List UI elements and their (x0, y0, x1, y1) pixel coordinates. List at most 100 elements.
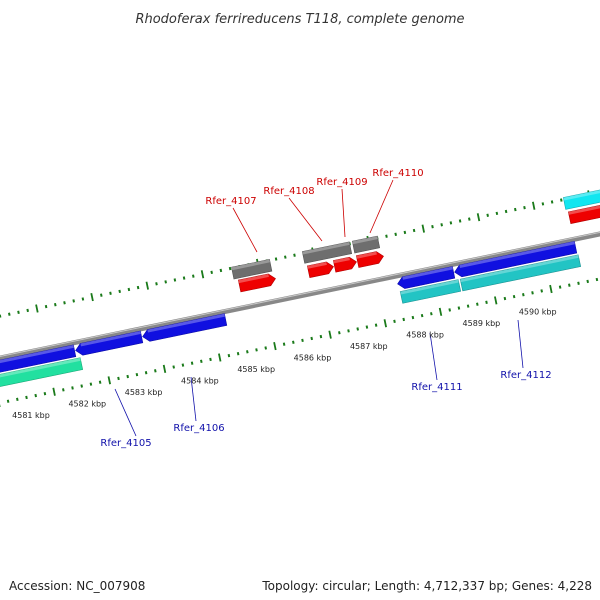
gene-label-rfer-4108[interactable]: Rfer_4108 (263, 186, 314, 197)
gene-feature-rfer-4108[interactable] (306, 261, 334, 278)
scale-tick (136, 285, 140, 290)
scale-tick (71, 386, 74, 390)
scale-tick (374, 323, 378, 327)
scale-tick (255, 348, 258, 352)
gene-feature-rfer-4112[interactable] (454, 240, 578, 278)
scale-tick (466, 304, 470, 308)
scale-label: 4582 kbp (68, 400, 106, 409)
scale-tick (347, 329, 350, 333)
scale-tick (81, 297, 85, 301)
gene-label-rfer-4107[interactable]: Rfer_4107 (205, 196, 256, 207)
accession-text: Accession: NC_007908 (9, 579, 146, 593)
scale-tick (486, 213, 489, 217)
scale-tick (540, 289, 543, 293)
scale-tick (293, 253, 296, 257)
scale-tick (52, 387, 56, 396)
scale-label: 4586 kbp (294, 354, 332, 363)
label-leader-line (232, 207, 258, 253)
scale-tick (549, 284, 553, 294)
scale-tick (560, 198, 563, 202)
scale-tick (164, 280, 167, 284)
scale-tick (63, 301, 66, 305)
gene-feature-rfer-4110[interactable] (355, 251, 384, 268)
scale-tick (172, 365, 175, 369)
scale-tick (117, 376, 120, 381)
backbone-line (0, 231, 600, 361)
gene-feature-rfer-4109[interactable] (332, 256, 357, 273)
reverse-cds-feature[interactable] (0, 357, 84, 388)
scale-tick (421, 224, 425, 233)
scale-tick (107, 376, 112, 385)
scale-label: 4587 kbp (350, 342, 388, 351)
scale-tick (412, 228, 416, 233)
scale-label: 4585 kbp (237, 365, 275, 374)
scale-tick (383, 319, 388, 328)
scale-tick (8, 312, 11, 316)
scale-tick (127, 287, 131, 292)
gene-feature-rfer-4106[interactable] (142, 313, 228, 342)
gene-feature[interactable] (567, 205, 600, 224)
label-leader-line (114, 388, 137, 437)
scale-tick (228, 266, 232, 271)
scale-tick (476, 213, 481, 222)
gene-label-rfer-4106[interactable]: Rfer_4106 (173, 423, 224, 434)
forward-cds-feature[interactable] (351, 235, 381, 254)
scale-tick (595, 277, 599, 282)
scale-tick (43, 391, 47, 396)
gene-label-rfer-4112[interactable]: Rfer_4112 (500, 370, 551, 381)
gene-feature-rfer-4107[interactable] (237, 273, 276, 293)
scale-tick (522, 293, 525, 297)
scale-tick (155, 282, 158, 286)
scale-label: 4588 kbp (406, 331, 444, 340)
gene-label-rfer-4110[interactable]: Rfer_4110 (372, 168, 423, 179)
scale-tick (411, 315, 415, 320)
scale-tick (430, 312, 433, 316)
scale-tick (6, 399, 10, 403)
scale-tick (514, 207, 517, 212)
gene-label-rfer-4109[interactable]: Rfer_4109 (316, 177, 367, 188)
scale-tick (531, 291, 534, 295)
label-leaders (114, 179, 524, 437)
gene-label-rfer-4111[interactable]: Rfer_4111 (411, 382, 462, 393)
scale-tick (301, 338, 304, 343)
scale-tick (495, 211, 499, 216)
scale-tick (181, 363, 185, 367)
scale-tick (282, 342, 286, 346)
gene-feature-rfer-4105[interactable] (75, 330, 144, 356)
scale-tick (100, 293, 103, 297)
label-leader-line (341, 188, 346, 238)
scale-tick (190, 361, 194, 365)
scale-tick (17, 310, 20, 314)
scale-tick (274, 257, 278, 261)
scale-tick (218, 353, 222, 362)
forward-cds-feature[interactable] (562, 189, 600, 210)
scale-tick (558, 285, 562, 289)
label-leader-line (190, 376, 197, 422)
scale-tick (338, 331, 341, 335)
feature-track (0, 189, 600, 387)
forward-cds-feature[interactable] (301, 241, 353, 264)
scale-tick (448, 308, 451, 312)
scale-tick (35, 304, 39, 313)
reverse-cds-feature[interactable] (399, 279, 462, 304)
scale-tick (264, 346, 267, 350)
scale-tick (485, 300, 488, 304)
scale-tick (292, 340, 295, 344)
gene-label-rfer-4105[interactable]: Rfer_4105 (100, 438, 151, 449)
scale-label: 4583 kbp (125, 388, 163, 397)
scale-tick (145, 281, 149, 290)
forward-cds-feature[interactable] (231, 259, 273, 280)
scale-label: 4581 kbp (12, 411, 50, 420)
gene-feature[interactable] (0, 344, 77, 373)
scale-tick (209, 357, 212, 362)
scale-tick (512, 294, 516, 299)
scale-tick (420, 313, 424, 318)
scale-tick (144, 371, 148, 375)
scale-tick (16, 397, 19, 402)
scale-tick (154, 369, 157, 373)
scale-tick (431, 225, 434, 229)
reverse-cds-feature[interactable] (459, 254, 582, 292)
gene-feature-rfer-4111[interactable] (397, 266, 456, 289)
scale-tick (162, 364, 167, 374)
scale-tick (80, 384, 83, 388)
